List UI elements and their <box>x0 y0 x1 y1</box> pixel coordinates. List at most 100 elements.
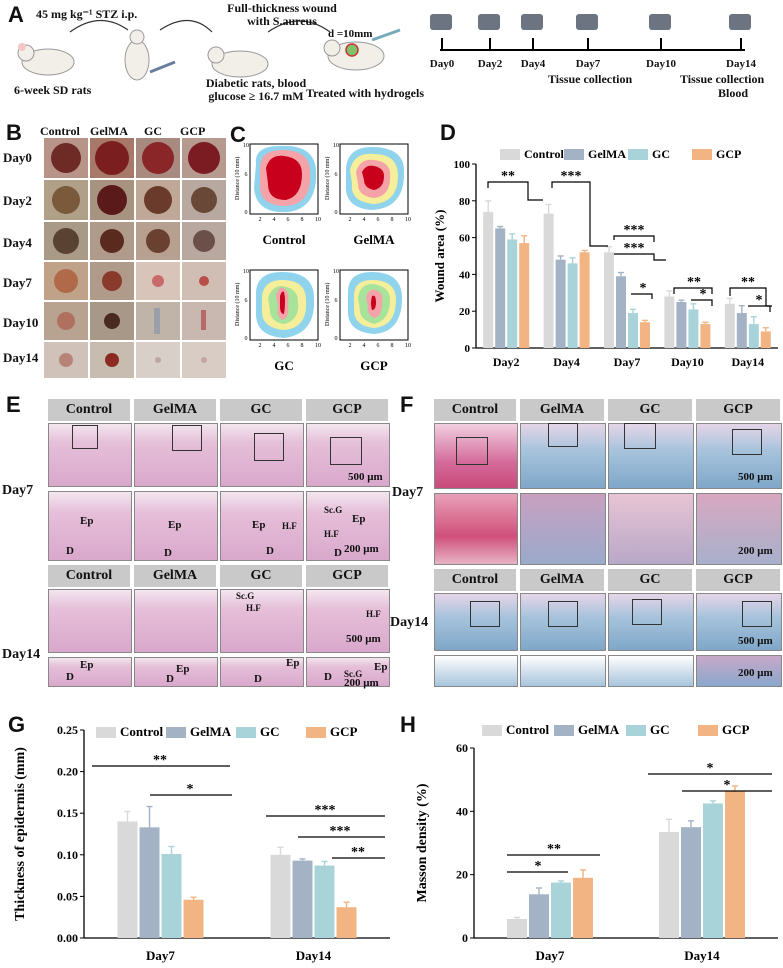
x-tick-label: Day2 <box>493 355 520 369</box>
timeline-day: Day0 <box>429 58 455 70</box>
ep-label: Ep <box>352 513 366 525</box>
svg-text:6: 6 <box>245 172 248 178</box>
group-header: GelMA <box>90 124 128 138</box>
he-zoom-image <box>306 491 390 561</box>
rat-icon <box>323 28 401 71</box>
masson-zoom-image <box>696 655 782 687</box>
day-label: Day10 <box>3 315 39 330</box>
zoom-box <box>72 425 98 449</box>
ep-label: Ep <box>286 657 300 669</box>
legend-swatch <box>628 149 648 160</box>
masson-image <box>520 423 606 489</box>
bar <box>555 259 566 348</box>
stain-group-header: GCP <box>696 399 780 421</box>
scale-bar-label: 200 μm <box>344 543 379 555</box>
timeline-day: Day4 <box>520 58 546 70</box>
significance-label: *** <box>330 824 351 839</box>
sweat-gland-label: Sc.G <box>324 505 343 515</box>
timeline-day: Day2 <box>477 58 503 70</box>
bar <box>681 827 701 938</box>
significance-bracket <box>613 235 655 242</box>
zoom-box <box>548 423 578 447</box>
legend-swatch <box>698 725 718 736</box>
masson-image <box>696 593 782 651</box>
y-tick-label: 40 <box>459 269 471 281</box>
timeline-ticks <box>441 38 742 50</box>
significance-label: ** <box>153 753 167 768</box>
rat-icon <box>207 46 269 78</box>
scale-bar-label: 500 μm <box>346 633 381 645</box>
he-zoom-image <box>48 657 132 687</box>
wound-photo <box>44 138 226 378</box>
panel-label-g: G <box>8 712 26 737</box>
wound-trace <box>339 143 409 215</box>
stain-group-header: Control <box>434 569 516 591</box>
significance-label: ** <box>501 169 515 184</box>
rat-icon <box>17 43 75 76</box>
svg-text:4: 4 <box>273 343 276 349</box>
bar <box>676 302 687 348</box>
he-image <box>134 423 218 487</box>
y-tick-label: 0.10 <box>57 848 78 862</box>
camera-icon <box>430 14 751 30</box>
timeline-day: Day14 <box>726 58 756 70</box>
legend-swatch <box>554 725 574 736</box>
masson-image <box>434 423 518 489</box>
stain-group-header: GC <box>608 569 692 591</box>
svg-text:2: 2 <box>259 217 262 223</box>
diameter-label: d =10mm <box>328 28 373 40</box>
masson-zoom-image <box>608 655 694 687</box>
zoom-box <box>624 423 656 449</box>
timeline-day: Day10 <box>646 58 676 70</box>
wound-trace <box>249 143 319 215</box>
svg-text:8: 8 <box>391 343 394 349</box>
significance-label: ** <box>547 842 561 857</box>
trace-group-label: Control GelMA GC GCP <box>262 232 395 373</box>
ep-label: Ep <box>80 515 94 527</box>
ep-label: Ep <box>176 663 190 675</box>
x-tick-label: Day14 <box>684 948 720 963</box>
svg-text:6: 6 <box>335 172 338 178</box>
masson-zoom-image <box>434 493 518 565</box>
zoom-box <box>742 601 772 627</box>
scale-bar-label: 500 μm <box>348 471 383 483</box>
he-image <box>134 589 218 653</box>
masson-zoom-image <box>520 493 606 565</box>
scale-bar-label: 500 μm <box>738 635 773 647</box>
y-tick-label: 20 <box>459 306 471 318</box>
significance-label: *** <box>561 169 582 184</box>
svg-text:0: 0 <box>245 210 248 216</box>
group-header: Control <box>40 124 80 138</box>
dermis-label: D <box>266 545 274 557</box>
zoom-box <box>732 429 762 455</box>
bar <box>703 803 723 938</box>
scale-bar-label: 200 μm <box>344 677 379 689</box>
bar <box>507 239 518 348</box>
day-label: Day7 <box>2 483 34 498</box>
he-image <box>306 589 390 653</box>
significance-label: * <box>707 761 714 776</box>
panel-label-a: A <box>8 2 24 27</box>
bar <box>640 322 650 348</box>
svg-text:6: 6 <box>335 298 338 304</box>
x-tick-label: Day4 <box>553 355 580 369</box>
trace-y-axis-label: Distance (10 mm) Distance (10 mm) Distan… <box>234 157 331 326</box>
significance-bracket <box>729 287 772 307</box>
legend-label: GC <box>260 724 280 739</box>
y-tick-label: 0.20 <box>57 765 78 779</box>
legend-label: GCP <box>722 722 750 737</box>
wound-label: Full-thickness wound with S.aureus <box>227 1 337 28</box>
svg-text:2: 2 <box>349 217 352 223</box>
masson-image <box>520 593 606 651</box>
stain-group-header: GC <box>608 399 692 421</box>
day-label: Day4 <box>3 235 32 250</box>
day-label: Day7 <box>392 485 424 500</box>
legend-swatch <box>564 149 584 160</box>
wound-photo-grid <box>44 138 226 378</box>
significance-bracket <box>631 293 653 299</box>
panel-label-d: D <box>440 120 456 145</box>
significance-bracket <box>614 253 666 261</box>
svg-text:Distance (10 mm): Distance (10 mm) <box>234 283 241 326</box>
legend-label: GCP <box>716 147 741 161</box>
y-tick-label: 60 <box>456 741 468 755</box>
